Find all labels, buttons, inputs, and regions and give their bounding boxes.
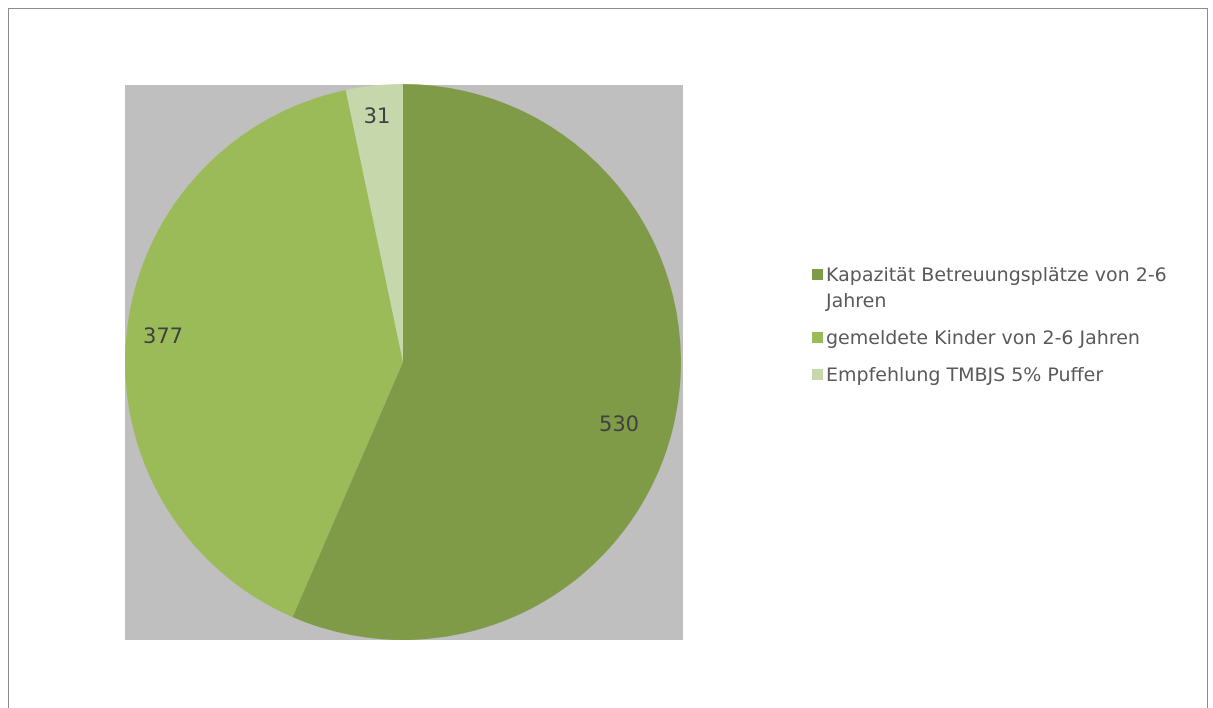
chart-frame [8, 8, 1208, 708]
legend: Kapazität Betreuungsplätze von 2-6 Jahre… [812, 262, 1202, 399]
legend-swatch [812, 369, 823, 380]
legend-swatch [812, 332, 823, 343]
pie-slice [292, 84, 681, 640]
pie-slice [345, 84, 403, 362]
legend-item: Empfehlung TMBJS 5% Puffer [812, 362, 1202, 388]
data-label: 530 [599, 412, 639, 436]
legend-item: gemeldete Kinder von 2-6 Jahren [812, 325, 1202, 351]
legend-item: Kapazität Betreuungsplätze von 2-6 Jahre… [812, 262, 1202, 314]
pie-slice [125, 89, 403, 618]
legend-swatch [812, 269, 823, 280]
legend-label: Empfehlung TMBJS 5% Puffer [826, 364, 1104, 386]
data-label: 31 [364, 104, 391, 128]
data-label: 377 [143, 324, 183, 348]
legend-label: gemeldete Kinder von 2-6 Jahren [826, 327, 1140, 349]
legend-label: Kapazität Betreuungsplätze von 2-6 Jahre… [826, 264, 1167, 312]
